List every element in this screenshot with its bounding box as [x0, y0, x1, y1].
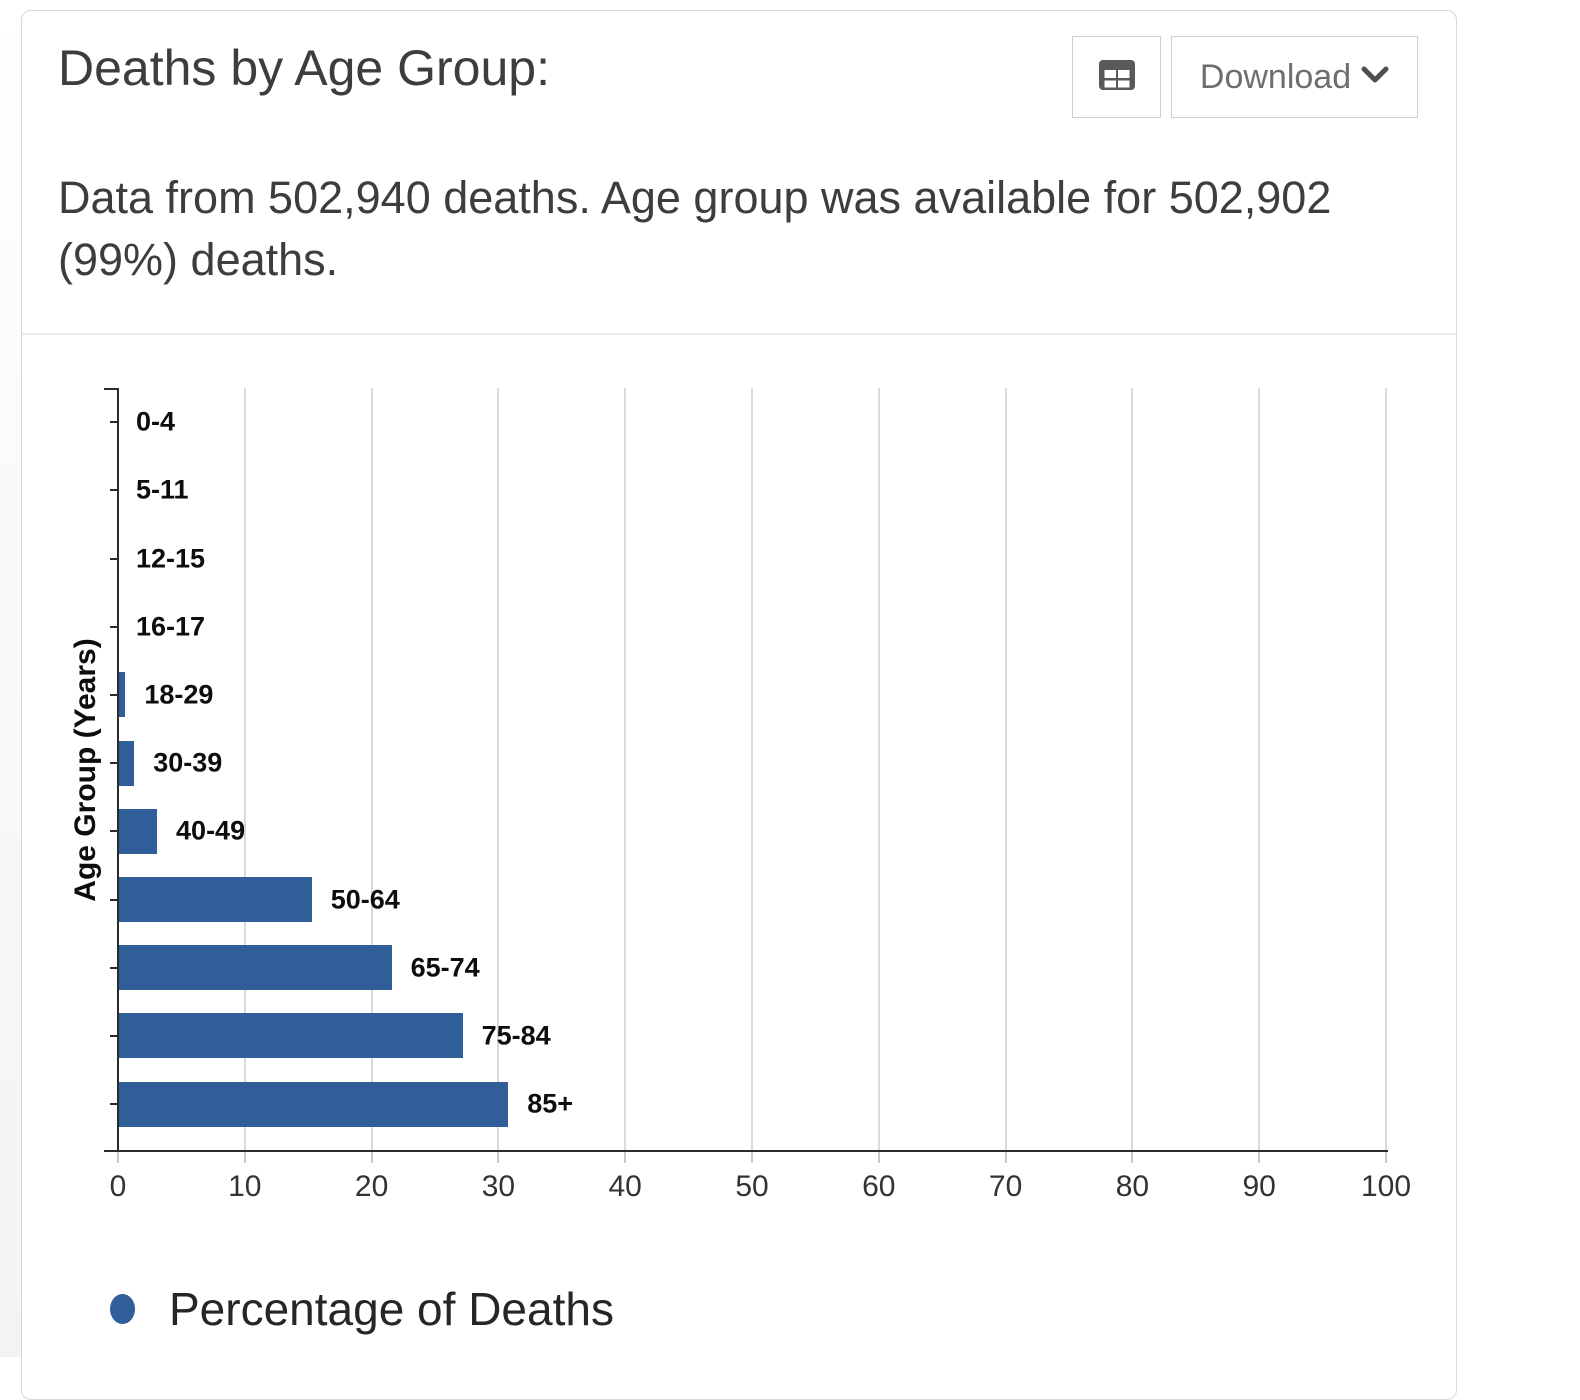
x-axis-tick	[624, 1152, 627, 1163]
x-tick-label-50: 50	[735, 1170, 769, 1203]
bar-label-30-39: 30-39	[153, 747, 223, 778]
gridline	[624, 388, 627, 1150]
bar-chart: 0-4 5-11 12-15 16-17 18-29 30-39 40-49 50-64 65-…	[69, 388, 1412, 1336]
bar-65-74[interactable]	[119, 945, 392, 991]
x-axis-tick	[751, 1152, 753, 1163]
x-axis-tick	[1258, 1152, 1261, 1163]
gridline	[1385, 388, 1387, 1150]
legend-label: Percentage of Deaths	[169, 1283, 614, 1335]
bar-85+[interactable]	[119, 1081, 509, 1127]
chevron-down-icon	[1361, 65, 1389, 90]
y-axis-tick	[110, 625, 118, 628]
y-axis-tick	[110, 762, 118, 765]
y-axis-top-cap	[104, 388, 118, 390]
card-subtitle: Data from 502,940 deaths. Age group was …	[58, 172, 1332, 285]
y-axis-tick	[110, 489, 118, 492]
y-axis-line	[117, 388, 119, 1152]
bar-label-18-29: 18-29	[144, 679, 214, 710]
x-tick-label-70: 70	[988, 1170, 1023, 1203]
gridline	[877, 388, 880, 1150]
x-axis-tick	[243, 1152, 246, 1163]
chart-card: Deaths by Age Group: Download Data from …	[21, 10, 1457, 1400]
x-axis-line	[104, 1150, 1388, 1152]
gridline	[1258, 388, 1261, 1150]
y-axis-tick	[110, 693, 118, 696]
legend-marker-dot	[110, 1294, 135, 1324]
table-view-button[interactable]	[1072, 36, 1161, 118]
y-axis-tick	[110, 1034, 118, 1037]
gridline	[370, 388, 373, 1150]
x-axis-tick	[877, 1152, 880, 1163]
bar-label-75-84: 75-84	[481, 1020, 551, 1051]
gridline	[1004, 388, 1007, 1150]
y-axis-tick	[110, 1103, 118, 1106]
table-icon	[1098, 59, 1136, 96]
x-axis-tick	[1131, 1152, 1134, 1163]
page-left-gutter	[0, 0, 21, 1357]
y-axis-tick	[110, 830, 118, 833]
y-axis-tick	[110, 557, 118, 560]
x-axis-tick	[1004, 1152, 1007, 1163]
x-tick-label-0: 0	[109, 1170, 127, 1203]
gridline	[497, 388, 500, 1150]
bar-label-85+: 85+	[527, 1088, 574, 1119]
gridline	[1131, 388, 1134, 1150]
header-divider	[22, 333, 1456, 335]
x-axis-tick	[370, 1152, 373, 1163]
download-button-label: Download	[1199, 57, 1352, 96]
bar-label-50-64: 50-64	[330, 884, 400, 914]
x-tick-label-80: 80	[1115, 1170, 1150, 1203]
x-tick-label-10: 10	[228, 1170, 262, 1203]
card-title: Deaths by Age Group:	[58, 40, 550, 96]
x-axis-tick	[1385, 1152, 1387, 1163]
bar-label-0-4: 0-4	[136, 406, 176, 437]
gridline	[243, 388, 246, 1150]
y-axis-tick	[110, 966, 118, 969]
bar-label-40-49: 40-49	[176, 815, 246, 846]
bar-30-39[interactable]	[119, 740, 135, 786]
bar-50-64[interactable]	[119, 877, 312, 922]
x-tick-label-20: 20	[354, 1170, 389, 1203]
x-tick-label-40: 40	[608, 1170, 642, 1203]
y-axis-tick	[110, 421, 118, 424]
x-tick-label-60: 60	[862, 1170, 896, 1203]
y-axis-title: Age Group (Years)	[69, 638, 102, 902]
x-axis-tick	[117, 1152, 119, 1163]
bar-40-49[interactable]	[119, 808, 158, 854]
bar-18-29[interactable]	[119, 672, 126, 718]
download-button[interactable]: Download	[1171, 36, 1418, 118]
x-tick-label-30: 30	[481, 1170, 516, 1203]
x-tick-label-90: 90	[1242, 1170, 1276, 1203]
bar-label-5-11: 5-11	[136, 474, 189, 505]
x-axis-tick	[497, 1152, 500, 1163]
legend: Percentage of Deaths	[110, 1282, 614, 1336]
page: { "card": { "title": "Deaths by Age Grou…	[0, 0, 1457, 1400]
gridline	[751, 388, 753, 1150]
bar-label-65-74: 65-74	[410, 952, 480, 983]
x-tick-label-100: 100	[1360, 1170, 1412, 1203]
bar-label-16-17: 16-17	[136, 611, 206, 642]
bar-label-12-15: 12-15	[136, 543, 206, 573]
bar-75-84[interactable]	[119, 1013, 463, 1059]
y-axis-tick	[110, 898, 118, 901]
